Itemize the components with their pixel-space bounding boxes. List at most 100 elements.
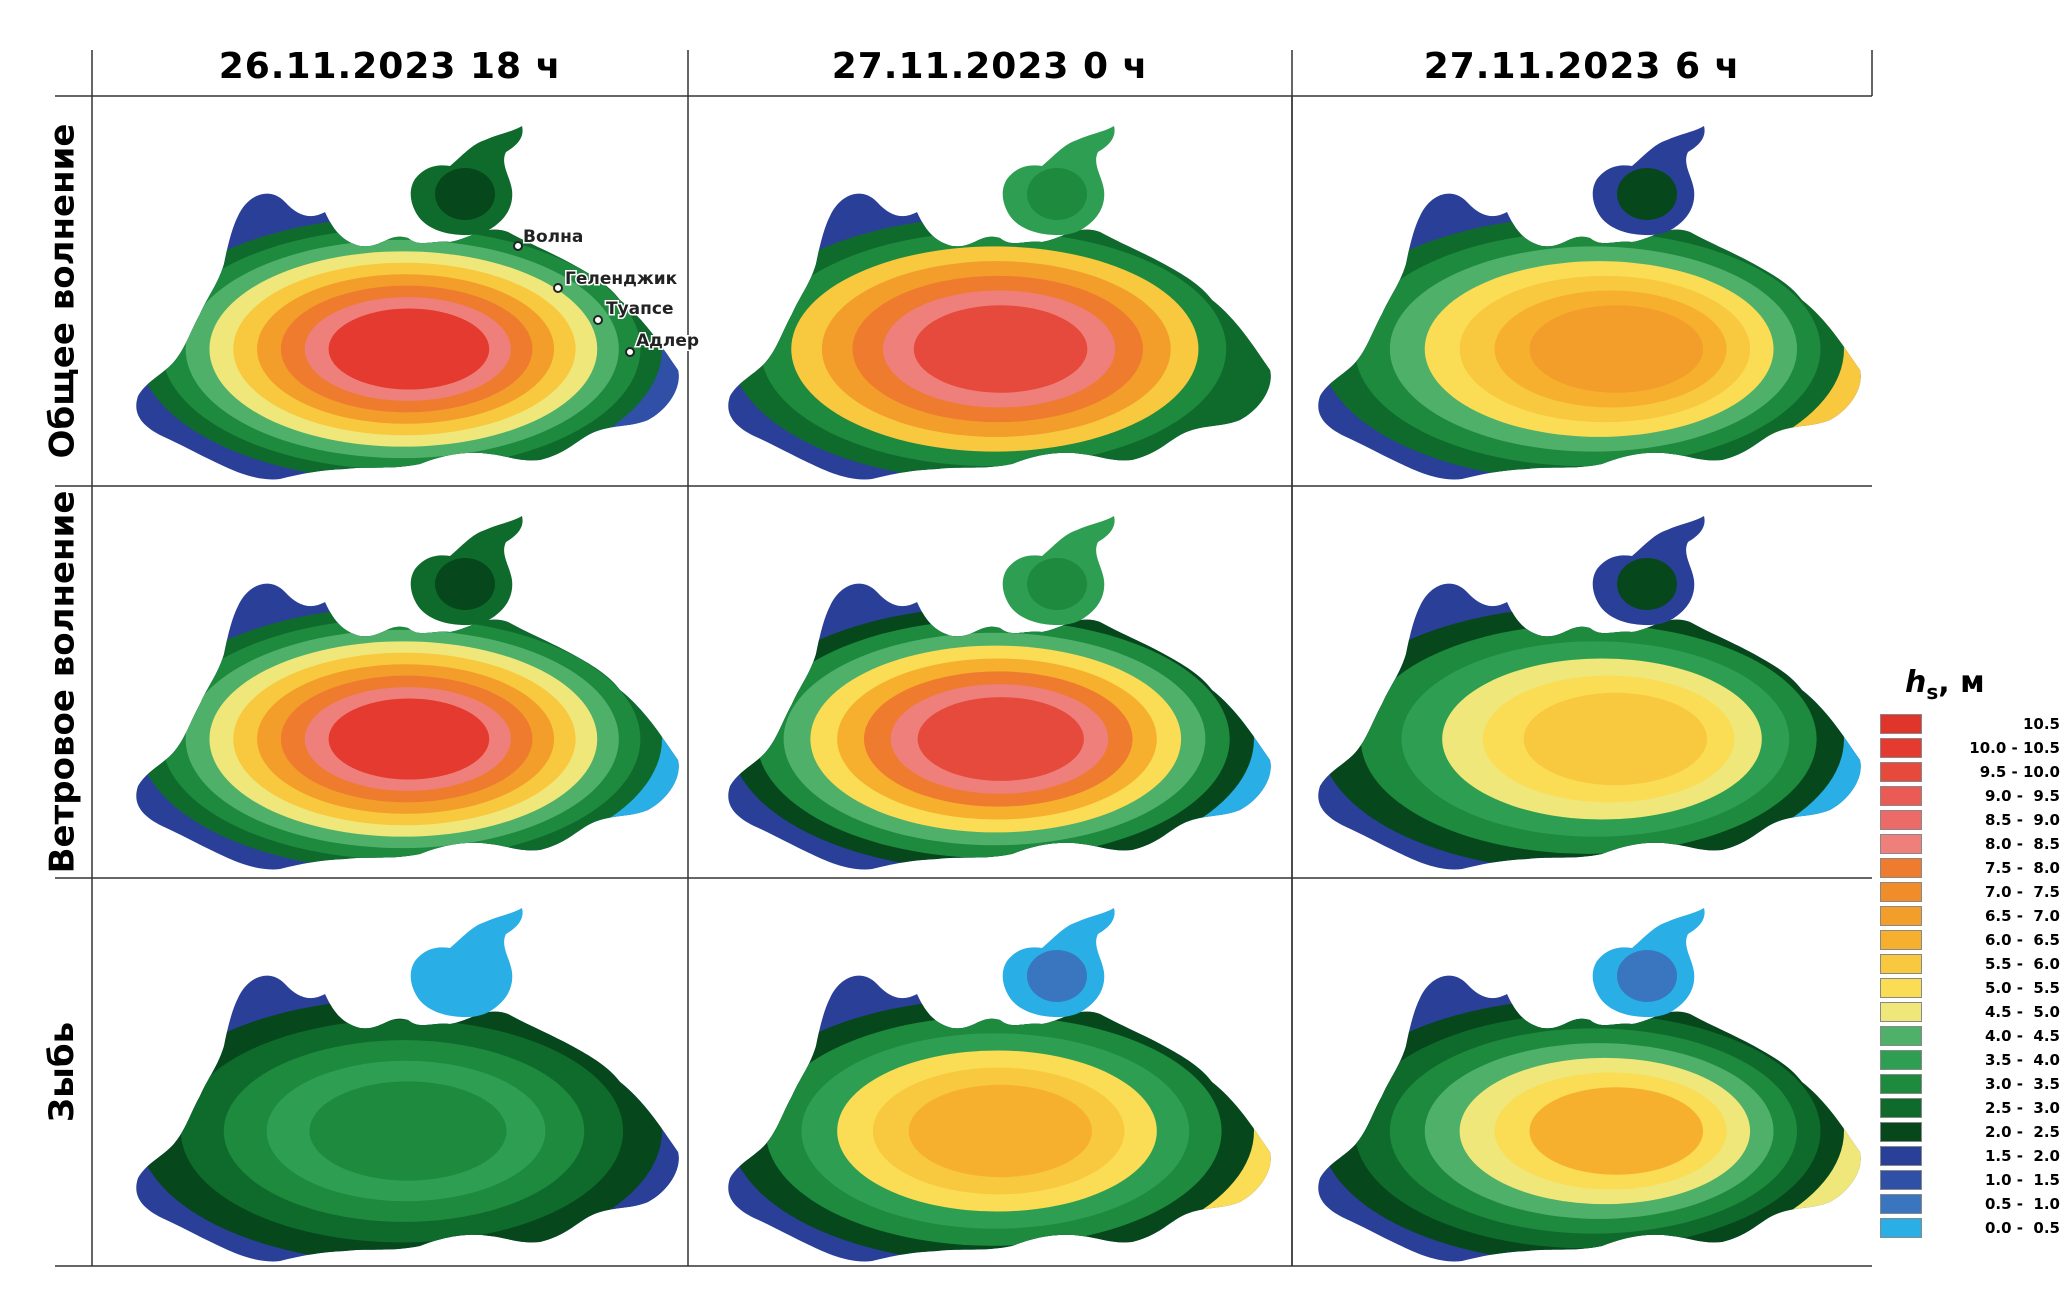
azov-sea-core [435,558,495,610]
row-header-2: Ветровое волнение [28,486,96,878]
city-label: Туапсе [606,299,674,319]
legend-swatch [1880,762,1922,782]
maps-layer: Волна Геленджик Туапсе Адлер [136,126,1861,1262]
legend-label: 3.0 - 3.5 [1984,1075,2060,1093]
wave-height-band [309,1081,507,1181]
legend-entry: 8.0 - 8.5 [1880,832,2060,856]
legend-title: hs, м [1905,665,1985,704]
legend-entry: 4.0 - 4.5 [1880,1024,2060,1048]
city-marker [625,347,635,357]
legend-swatch [1880,1146,1922,1166]
legend-swatch [1880,954,1922,974]
legend-entry: 3.5 - 4.0 [1880,1048,2060,1072]
legend-entry: 9.0 - 9.5 [1880,784,2060,808]
legend-swatch [1880,834,1922,854]
legend-label: 0.5 - 1.0 [1984,1195,2060,1213]
city-label: Геленджик [565,269,678,289]
legend-entry: 5.0 - 5.5 [1880,976,2060,1000]
row-header-3-text: Зыбь [42,1021,83,1123]
row-header-1: Общее волнение [28,96,96,486]
legend-swatch [1880,1122,1922,1142]
legend-entry: 4.5 - 5.0 [1880,1000,2060,1024]
legend-label: 3.5 - 4.0 [1984,1051,2060,1069]
legend-entry: 6.5 - 7.0 [1880,904,2060,928]
wave-height-band [908,1084,1093,1178]
legend-entry: 10.5 [1880,712,2060,736]
wave-map-r3-c3 [1318,908,1861,1262]
wave-map-r2-c1 [136,516,679,870]
legend-label: 5.0 - 5.5 [1984,979,2060,997]
legend-swatch [1880,1074,1922,1094]
wave-map-r3-c1 [136,908,679,1262]
legend-label: 5.5 - 6.0 [1984,955,2060,973]
legend-label: 9.5 - 10.0 [1979,763,2060,781]
legend-label: 1.0 - 1.5 [1984,1171,2060,1189]
legend-swatch [1880,882,1922,902]
wave-map-r2-c3 [1318,516,1861,870]
azov-sea-core [1027,950,1087,1002]
wave-height-band [1529,1087,1704,1175]
legend-entry: 3.0 - 3.5 [1880,1072,2060,1096]
wave-map-r1-c3 [1318,126,1861,480]
legend-swatch [1880,906,1922,926]
legend-label: 4.5 - 5.0 [1984,1003,2060,1021]
legend-label: 0.0 - 0.5 [1984,1219,2060,1237]
legend-entry: 0.0 - 0.5 [1880,1216,2060,1240]
legend-swatch [1880,978,1922,998]
wave-map-r1-c1: Волна Геленджик Туапсе Адлер [136,126,701,480]
legend-label: 4.0 - 4.5 [1984,1027,2060,1045]
city-marker [593,315,603,325]
wave-map-r2-c2 [728,516,1271,870]
legend-entry: 10.0 - 10.5 [1880,736,2060,760]
legend-swatch [1880,714,1922,734]
wave-height-band [913,305,1088,393]
legend-label: 6.0 - 6.5 [1984,931,2060,949]
legend-title-subscript: s [1926,680,1939,704]
column-header-2: 27.11.2023 0 ч [831,46,1149,87]
wave-height-band [1529,305,1704,393]
row-header-1-text: Общее волнение [42,123,83,459]
column-header-1: 26.11.2023 18 ч [218,46,562,87]
legend-label: 10.5 [2022,715,2060,733]
legend-label: 8.5 - 9.0 [1984,811,2060,829]
azov-sea-core [1027,558,1087,610]
legend-swatch [1880,1194,1922,1214]
legend-swatch [1880,810,1922,830]
legend-swatch [1880,786,1922,806]
legend-swatch [1880,1218,1922,1238]
azov-sea-core [1027,168,1087,220]
azov-sea-core [435,950,495,1002]
wave-map-r1-c2 [728,126,1271,480]
legend-swatch [1880,1050,1922,1070]
legend-entry: 6.0 - 6.5 [1880,928,2060,952]
legend-label: 2.0 - 2.5 [1984,1123,2060,1141]
grid-lines [55,50,1873,1267]
legend-entry: 5.5 - 6.0 [1880,952,2060,976]
legend-swatch [1880,1098,1922,1118]
city-marker [553,283,563,293]
legend-entry: 1.0 - 1.5 [1880,1168,2060,1192]
city-label: Волна [523,227,583,247]
legend-entry: 7.0 - 7.5 [1880,880,2060,904]
legend-swatch [1880,1026,1922,1046]
legend-label: 7.0 - 7.5 [1984,883,2060,901]
legend-title-variable: h [1905,665,1927,700]
legend-entry: 7.5 - 8.0 [1880,856,2060,880]
legend-swatch [1880,1170,1922,1190]
azov-sea-core [435,168,495,220]
legend-entry: 9.5 - 10.0 [1880,760,2060,784]
azov-sea-core [1617,558,1677,610]
azov-sea-core [1617,950,1677,1002]
city-label: Адлер [636,331,699,351]
legend-entry: 0.5 - 1.0 [1880,1192,2060,1216]
wave-height-band [328,308,490,390]
row-header-2-text: Ветровое волнение [42,490,83,874]
legend-entry: 1.5 - 2.0 [1880,1144,2060,1168]
legend-label: 2.5 - 3.0 [1984,1099,2060,1117]
wave-height-band [328,698,490,780]
legend-entry: 8.5 - 9.0 [1880,808,2060,832]
legend-label: 10.0 - 10.5 [1969,739,2060,757]
legend-swatch [1880,738,1922,758]
legend-entry: 2.0 - 2.5 [1880,1120,2060,1144]
